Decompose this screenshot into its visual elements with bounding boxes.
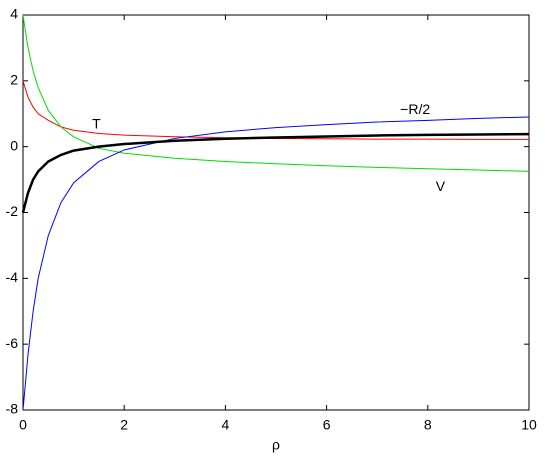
y-tick-label: -6 bbox=[6, 335, 19, 351]
x-tick-label: 8 bbox=[424, 417, 432, 433]
plot-frame bbox=[22, 14, 530, 411]
y-tick-label: 0 bbox=[10, 137, 18, 153]
y-tick-label: 2 bbox=[10, 72, 18, 88]
x-tick-label: 10 bbox=[521, 417, 537, 433]
x-tick-label: 6 bbox=[323, 417, 331, 433]
x-tick-label: 4 bbox=[222, 417, 230, 433]
x-axis-label: ρ bbox=[272, 437, 280, 453]
x-tick-label: 0 bbox=[19, 417, 27, 433]
series-line bbox=[22, 14, 530, 172]
y-tick-label: -2 bbox=[6, 203, 19, 219]
series-label: −R/2 bbox=[400, 101, 430, 117]
y-tick-label: 4 bbox=[10, 6, 18, 22]
series-label: V bbox=[436, 178, 446, 194]
series-label: T bbox=[92, 116, 101, 132]
y-tick-label: -8 bbox=[6, 401, 19, 417]
series-line bbox=[22, 80, 529, 140]
y-tick-label: -4 bbox=[6, 269, 19, 285]
x-tick-label: 2 bbox=[120, 417, 128, 433]
series-line bbox=[21, 132, 530, 213]
series-line bbox=[22, 116, 530, 411]
